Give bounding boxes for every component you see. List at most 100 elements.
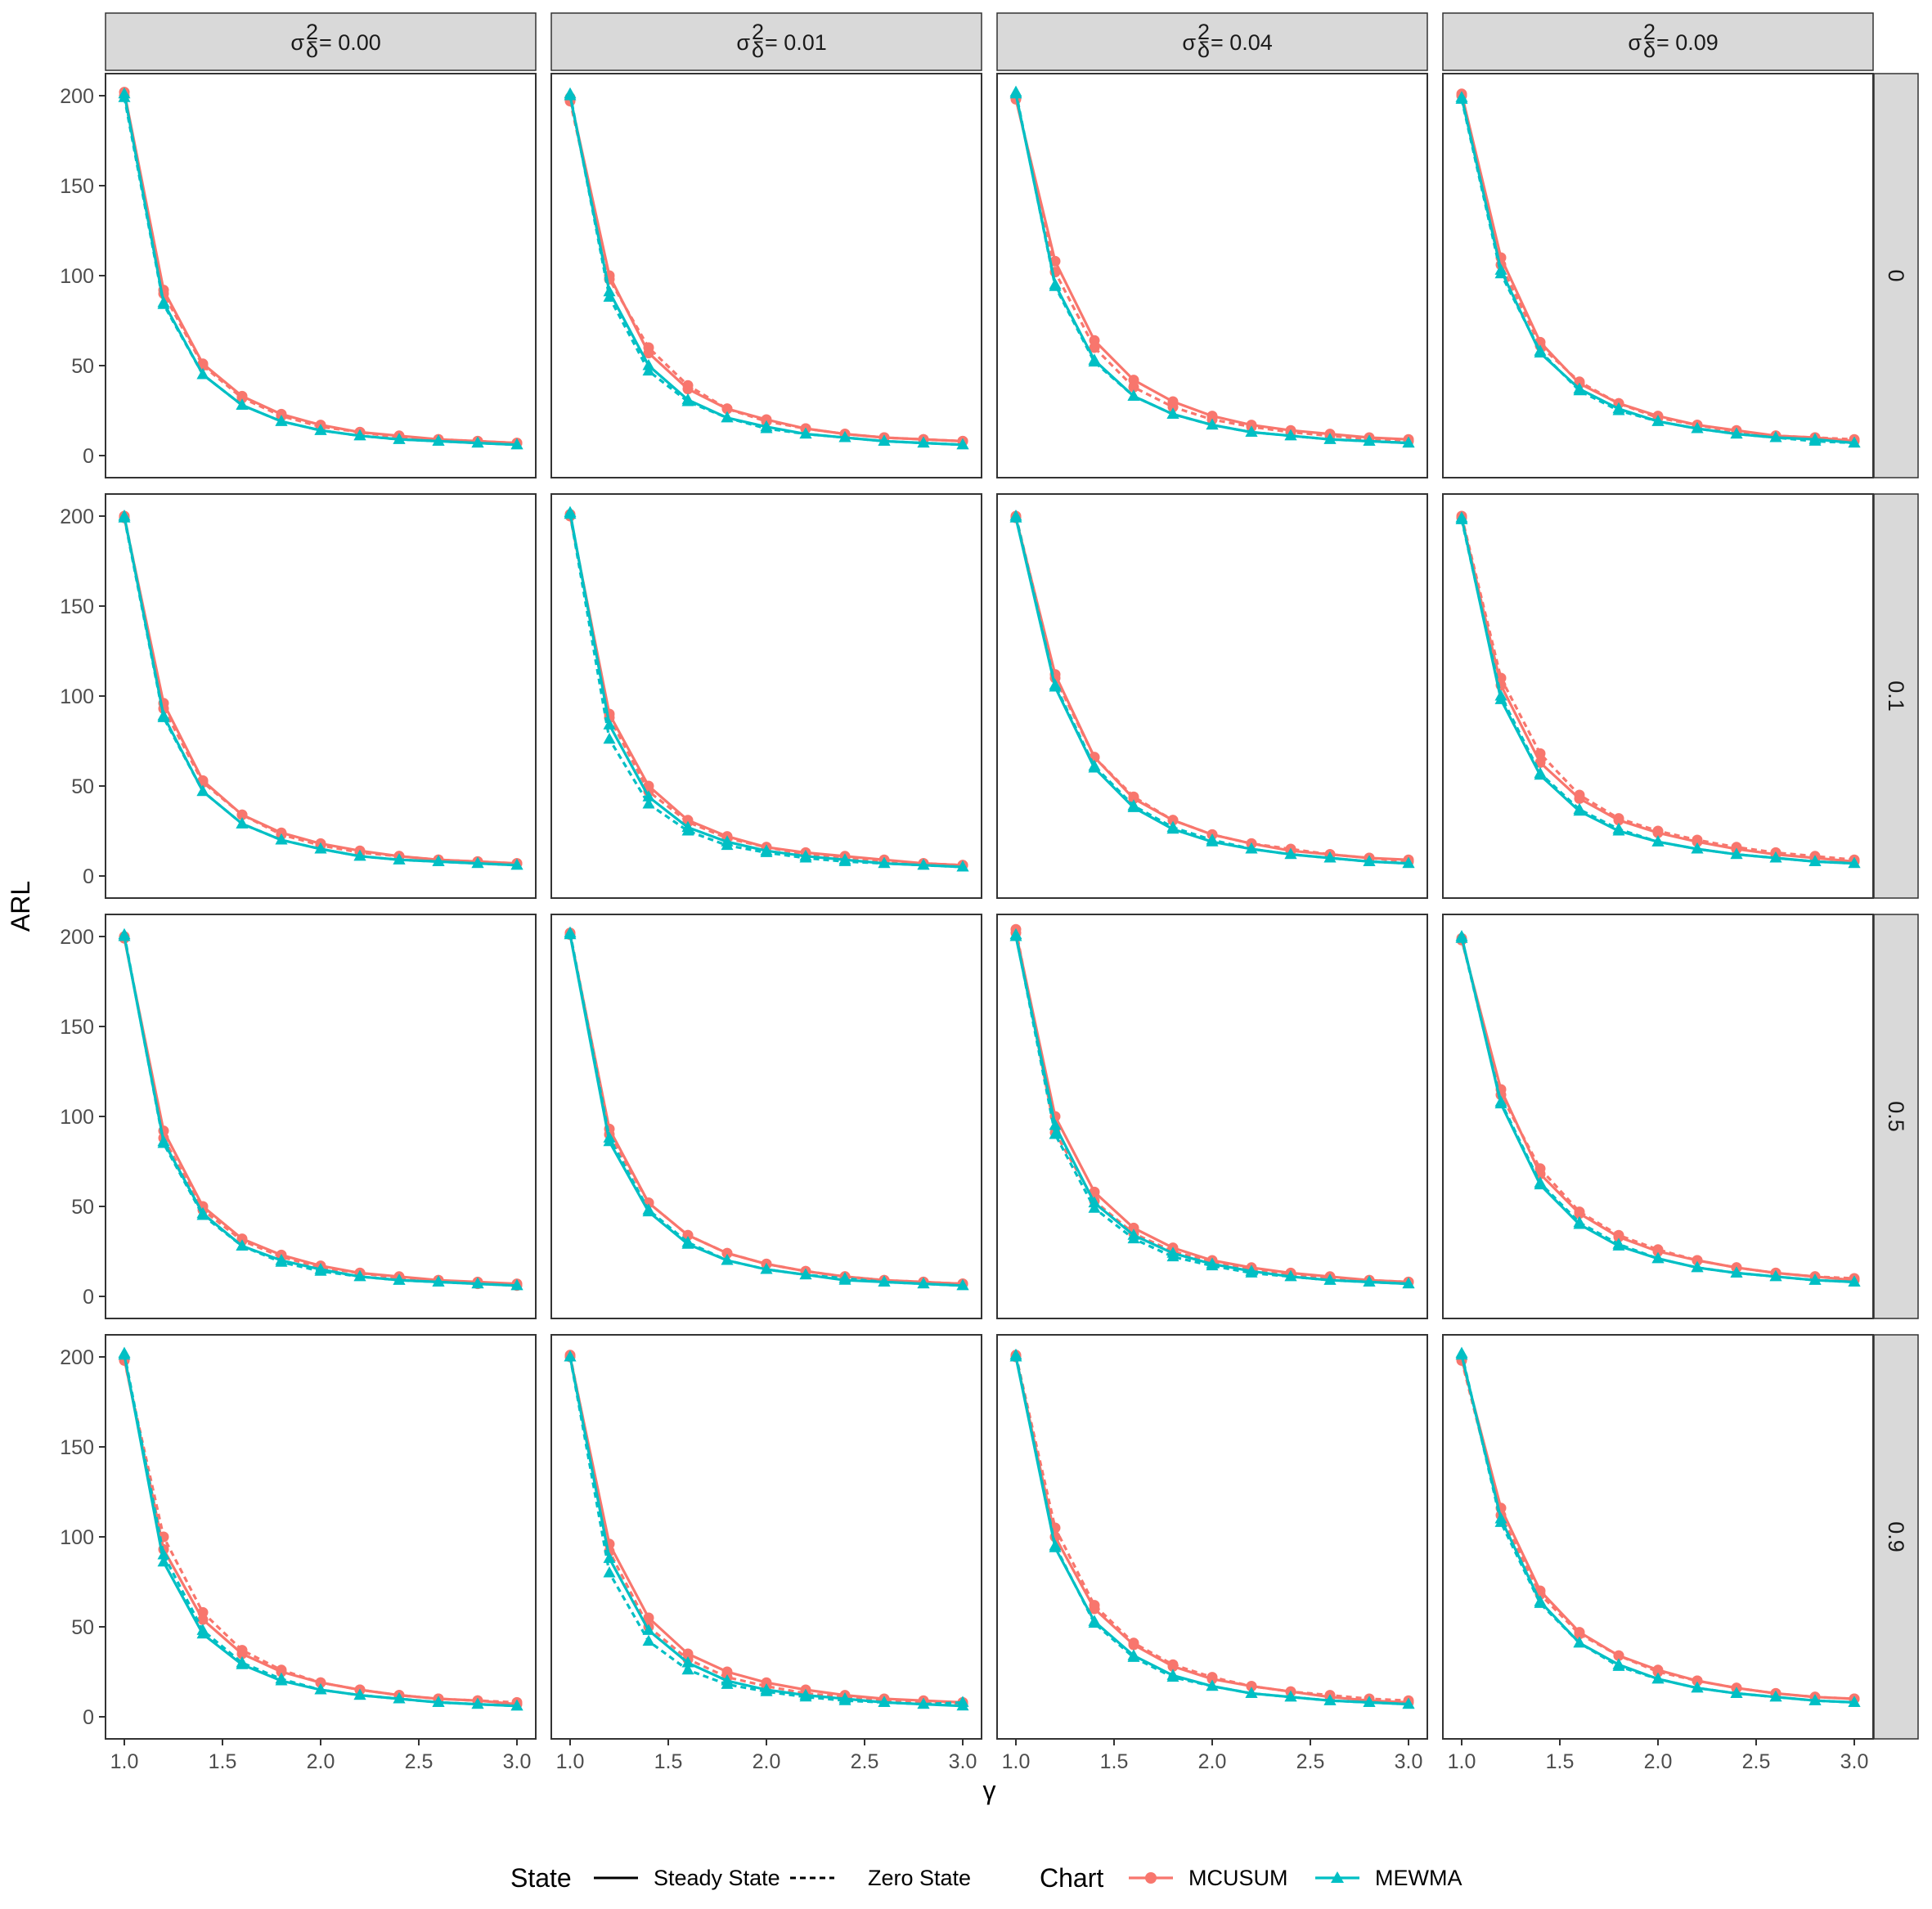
data-point <box>1692 834 1703 846</box>
data-point <box>1088 1202 1101 1213</box>
data-point <box>878 1696 891 1707</box>
y-tick-label: 100 <box>60 685 94 708</box>
data-point <box>603 290 616 302</box>
data-point <box>917 1277 930 1289</box>
data-point <box>681 1663 694 1675</box>
data-point <box>276 1664 287 1676</box>
data-point <box>878 856 891 869</box>
row-strip-bg <box>1873 73 1919 478</box>
row-strip: 0 <box>1873 73 1919 478</box>
data-point <box>721 1678 734 1689</box>
y-tick-label: 0 <box>83 445 94 468</box>
data-point <box>878 434 891 446</box>
data-point <box>471 1697 484 1709</box>
column-strip-label: = 0.09 <box>1656 30 1719 55</box>
data-point <box>236 393 248 404</box>
facet-strips: σ 2δ = 0.00 σ 2δ = 0.01 σ 2δ = 0.04 σ 2δ = 0.0900.1… <box>105 12 1919 1740</box>
data-point <box>1009 1348 1022 1360</box>
x-tick-label: 1.5 <box>654 1750 683 1773</box>
data-point <box>1691 1681 1704 1693</box>
x-tick-label: 3.0 <box>1840 1750 1869 1773</box>
data-point <box>1573 1636 1586 1648</box>
facet-panel <box>996 493 1428 899</box>
data-point <box>314 424 327 435</box>
column-strip: σ 2δ = 0.01 <box>550 12 982 71</box>
data-point <box>157 298 170 309</box>
series-line <box>568 1356 964 1706</box>
data-point <box>721 411 734 423</box>
legend-state-label: Zero State <box>868 1866 971 1890</box>
data-point <box>1088 759 1101 771</box>
panel-background <box>106 74 536 478</box>
y-tick-label: 50 <box>71 1616 94 1639</box>
x-tick-label: 2.5 <box>851 1750 879 1773</box>
data-point <box>564 1350 577 1362</box>
data-point <box>314 1683 327 1695</box>
data-point <box>1613 1650 1624 1661</box>
data-point <box>1574 1206 1585 1218</box>
facet-panel <box>105 1334 537 1740</box>
data-point <box>314 1264 327 1276</box>
data-point <box>1494 689 1507 701</box>
data-point <box>1402 1697 1415 1709</box>
data-point <box>1009 85 1022 97</box>
data-point <box>1534 748 1546 759</box>
facet-panel <box>550 73 982 478</box>
data-point <box>1323 851 1337 863</box>
data-point <box>1808 855 1822 866</box>
data-point <box>917 1697 930 1709</box>
data-point <box>1049 678 1062 690</box>
row-strip: 0.5 <box>1873 914 1919 1319</box>
panel-background <box>1443 74 1873 478</box>
data-point <box>1206 1672 1218 1683</box>
data-point <box>1730 847 1743 860</box>
x-tick-label: 3.0 <box>1395 1750 1423 1773</box>
data-point <box>1049 1119 1062 1130</box>
data-point <box>510 438 523 450</box>
y-tick-label: 200 <box>60 505 94 528</box>
y-tick-label: 100 <box>60 265 94 288</box>
column-strip-symbol: σ <box>1182 30 1196 55</box>
data-point <box>956 860 969 872</box>
data-point <box>118 91 131 102</box>
data-point <box>353 849 366 861</box>
data-point <box>956 438 969 450</box>
column-strip-superscript: 2 <box>1643 20 1656 44</box>
data-point <box>917 436 930 448</box>
y-tick-label: 100 <box>60 1106 94 1129</box>
data-point <box>157 1555 170 1567</box>
data-point <box>432 855 445 866</box>
data-point <box>236 1239 249 1251</box>
data-point <box>196 1624 209 1635</box>
data-point <box>956 1696 969 1707</box>
data-point <box>1166 407 1179 419</box>
panel-border <box>996 914 1428 1319</box>
data-point <box>236 817 249 829</box>
data-point <box>1455 1346 1468 1359</box>
data-point <box>1848 436 1861 448</box>
data-point <box>157 1548 170 1560</box>
data-point <box>275 833 288 845</box>
data-point <box>681 824 694 836</box>
data-point <box>1534 1163 1546 1175</box>
column-strip-symbol: σ <box>1628 30 1642 55</box>
series-line <box>123 95 518 445</box>
series-line <box>123 517 518 867</box>
row-strip-bg <box>1873 1334 1919 1740</box>
column-strip-bg <box>1442 12 1874 71</box>
x-tick-label: 1.0 <box>110 1750 139 1773</box>
data-point <box>1692 1255 1703 1266</box>
data-point <box>432 1275 445 1287</box>
data-point <box>1009 510 1022 521</box>
panel-background <box>997 1335 1427 1739</box>
data-point <box>1206 833 1219 845</box>
series-line <box>568 932 964 1286</box>
data-point <box>432 1696 445 1707</box>
x-tick-label: 2.0 <box>1644 1750 1673 1773</box>
data-point <box>1692 1675 1703 1687</box>
data-point <box>681 1236 694 1247</box>
panel-border <box>550 914 982 1319</box>
data-point <box>393 853 406 865</box>
data-point <box>1848 1696 1861 1707</box>
data-point <box>1769 1269 1782 1282</box>
